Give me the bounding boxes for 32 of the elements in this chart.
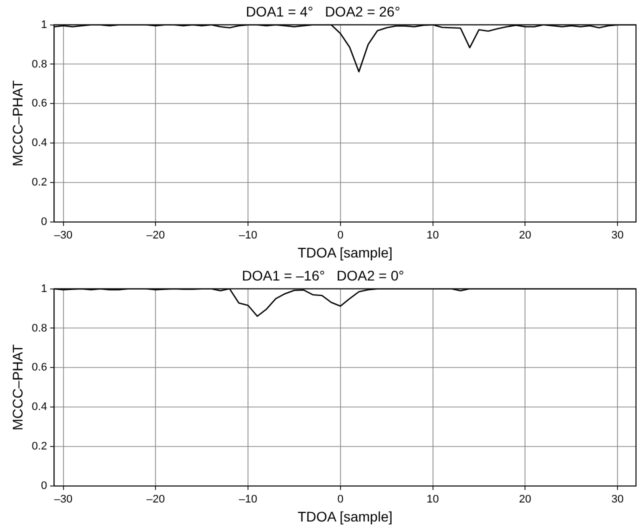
y-tick-label: 0	[40, 216, 48, 228]
x-tick-label: 30	[611, 230, 624, 242]
x-tick-label: –20	[146, 494, 165, 506]
x-tick-label: –10	[238, 230, 258, 242]
chart-title: DOA1 = 4° DOA2 = 26°	[246, 3, 400, 20]
x-tick-label: –20	[146, 230, 165, 242]
x-tick-label: 30	[611, 494, 624, 506]
x-tick-label: –10	[238, 494, 258, 506]
x-tick-label: 20	[519, 230, 532, 242]
x-tick-label: 0	[337, 230, 344, 242]
x-tick-label: 10	[426, 494, 439, 506]
y-tick-label: 0.6	[32, 362, 48, 374]
y-tick-label: 0.8	[32, 58, 48, 70]
x-tick-label: –30	[54, 230, 73, 242]
x-tick-label: 10	[426, 230, 439, 242]
y-tick-label: 0	[40, 480, 48, 492]
x-axis-title: TDOA [sample]	[298, 508, 393, 524]
y-tick-label: 0.2	[32, 440, 48, 453]
x-tick-label: 20	[519, 494, 532, 506]
y-axis-title: MCCC–PHAT	[9, 80, 26, 166]
x-tick-label: 0	[337, 494, 344, 506]
y-tick-label: 0.4	[32, 401, 48, 414]
y-tick-label: 1	[40, 18, 48, 31]
x-tick-label: –30	[54, 494, 73, 506]
y-axis-title: MCCC–PHAT	[9, 344, 26, 430]
y-tick-label: 0.6	[32, 98, 48, 110]
chart-title: DOA1 = –16° DOA2 = 0°	[242, 267, 404, 284]
x-axis-title: TDOA [sample]	[298, 244, 393, 260]
y-tick-label: 0.8	[32, 322, 48, 334]
y-tick-label: 1	[40, 282, 48, 295]
y-tick-label: 0.2	[32, 176, 48, 189]
y-tick-label: 0.4	[32, 137, 48, 150]
